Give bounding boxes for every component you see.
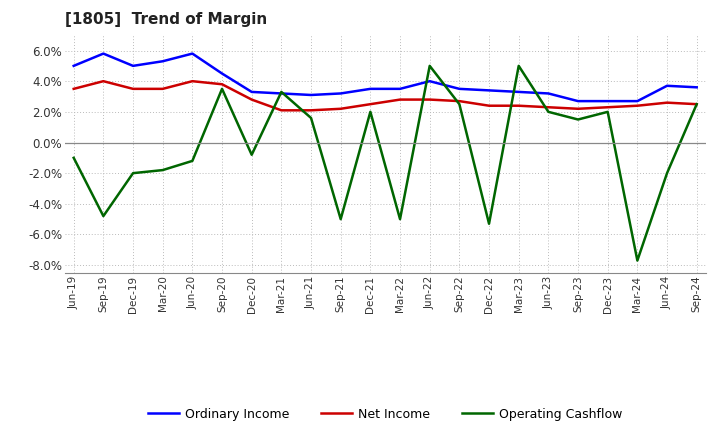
Net Income <box>217 81 226 87</box>
Operating Cashflow <box>396 216 405 222</box>
Ordinary Income <box>662 83 671 88</box>
Operating Cashflow <box>69 155 78 161</box>
Net Income <box>396 97 405 102</box>
Net Income <box>693 102 701 107</box>
Ordinary Income <box>336 91 345 96</box>
Net Income <box>69 86 78 92</box>
Line: Net Income: Net Income <box>73 81 697 110</box>
Ordinary Income <box>485 88 493 93</box>
Ordinary Income <box>217 71 226 76</box>
Operating Cashflow <box>574 117 582 122</box>
Operating Cashflow <box>426 63 434 69</box>
Ordinary Income <box>158 59 167 64</box>
Ordinary Income <box>633 99 642 104</box>
Net Income <box>336 106 345 111</box>
Net Income <box>307 108 315 113</box>
Line: Operating Cashflow: Operating Cashflow <box>73 66 697 260</box>
Net Income <box>514 103 523 108</box>
Operating Cashflow <box>693 102 701 107</box>
Operating Cashflow <box>188 158 197 164</box>
Ordinary Income <box>188 51 197 56</box>
Operating Cashflow <box>633 258 642 263</box>
Net Income <box>188 79 197 84</box>
Ordinary Income <box>69 63 78 69</box>
Text: [1805]  Trend of Margin: [1805] Trend of Margin <box>65 12 267 27</box>
Net Income <box>277 108 286 113</box>
Operating Cashflow <box>99 213 108 219</box>
Ordinary Income <box>129 63 138 69</box>
Operating Cashflow <box>485 221 493 227</box>
Line: Ordinary Income: Ordinary Income <box>73 54 697 101</box>
Operating Cashflow <box>544 109 553 114</box>
Net Income <box>544 105 553 110</box>
Net Income <box>366 102 374 107</box>
Operating Cashflow <box>129 171 138 176</box>
Net Income <box>158 86 167 92</box>
Ordinary Income <box>426 79 434 84</box>
Net Income <box>99 79 108 84</box>
Operating Cashflow <box>603 109 612 114</box>
Net Income <box>248 97 256 102</box>
Net Income <box>485 103 493 108</box>
Ordinary Income <box>574 99 582 104</box>
Net Income <box>426 97 434 102</box>
Net Income <box>574 106 582 111</box>
Ordinary Income <box>514 89 523 95</box>
Net Income <box>603 105 612 110</box>
Ordinary Income <box>396 86 405 92</box>
Legend: Ordinary Income, Net Income, Operating Cashflow: Ordinary Income, Net Income, Operating C… <box>143 403 628 425</box>
Operating Cashflow <box>158 168 167 173</box>
Operating Cashflow <box>277 89 286 95</box>
Ordinary Income <box>307 92 315 98</box>
Ordinary Income <box>99 51 108 56</box>
Net Income <box>662 100 671 105</box>
Net Income <box>633 103 642 108</box>
Ordinary Income <box>603 99 612 104</box>
Operating Cashflow <box>307 115 315 121</box>
Operating Cashflow <box>248 152 256 158</box>
Ordinary Income <box>366 86 374 92</box>
Net Income <box>129 86 138 92</box>
Operating Cashflow <box>455 102 464 107</box>
Net Income <box>455 99 464 104</box>
Operating Cashflow <box>514 63 523 69</box>
Operating Cashflow <box>662 171 671 176</box>
Ordinary Income <box>277 91 286 96</box>
Ordinary Income <box>693 84 701 90</box>
Operating Cashflow <box>336 216 345 222</box>
Operating Cashflow <box>366 109 374 114</box>
Ordinary Income <box>248 89 256 95</box>
Ordinary Income <box>544 91 553 96</box>
Ordinary Income <box>455 86 464 92</box>
Operating Cashflow <box>217 86 226 92</box>
